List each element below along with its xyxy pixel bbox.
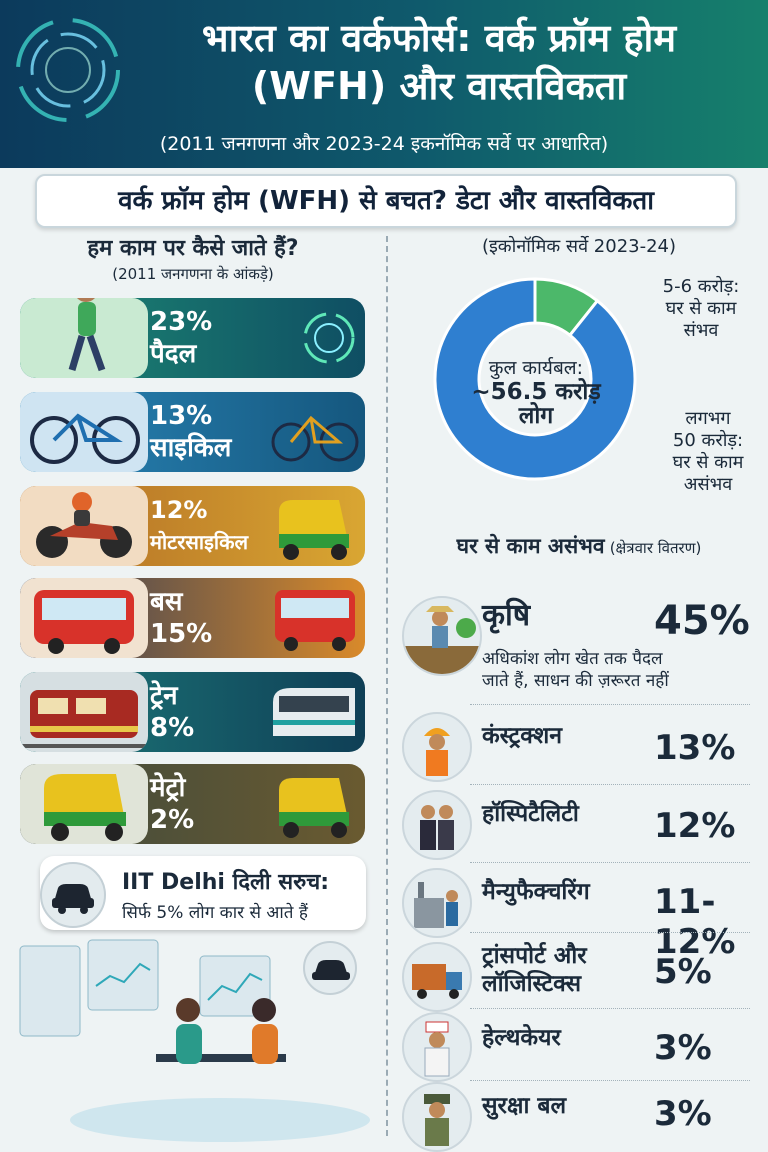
agriculture-name: कृषि [482, 598, 531, 633]
sector-separator [470, 932, 750, 933]
manufacturing-name: मैन्युफैक्चरिंग [482, 879, 590, 905]
sector-separator [470, 704, 750, 705]
car-icon [40, 862, 106, 928]
iit-delhi-note: IIT Delhi दिली सरुच: सिर्फ 5% लोग कार से… [40, 856, 366, 930]
bicycle-icon [271, 415, 359, 462]
wfh-impossible-label: लगभग 50 करोड़: घर से काम असंभव [672, 408, 744, 495]
walk-pct: 23% [150, 307, 213, 337]
commute-card-cycle: 13% साइकिल [20, 392, 365, 472]
truck-icon [402, 942, 472, 1012]
commute-card-walk: 23% पैदल [20, 298, 365, 378]
decor-rings-icon [16, 18, 120, 122]
metro-train-icon [273, 688, 355, 736]
metro-label: मेट्रो [150, 773, 186, 803]
bus-icon [34, 590, 134, 654]
agriculture-note: अधिकांश लोग खेत तक पैदल जाते हैं, साधन क… [482, 649, 669, 691]
iit-delhi-title: IIT Delhi दिली सरुच: [122, 870, 330, 895]
auto-rickshaw-icon [279, 500, 349, 560]
header: भारत का वर्कफोर्स: वर्क फ्रॉम होम (WFH) … [0, 0, 768, 168]
section-banner: वर्क फ्रॉम होम (WFH) से बचत? डेटा और वास… [35, 174, 737, 228]
healthcare-name: हेल्थकेयर [482, 1025, 561, 1051]
page-subtitle: (2011 जनगणना और 2023-24 इकनॉमिक सर्वे पर… [159, 133, 609, 155]
bus-label: बस [150, 587, 183, 617]
office-workers-illustration [19, 939, 370, 1142]
motorcycle-label: मोटरसाइकिल [150, 530, 249, 554]
commute-card-train: ट्रेन 8% [20, 672, 365, 752]
sector-heading: घर से काम असंभव (क्षेत्रवार वितरण) [456, 534, 702, 558]
commute-card-metro: मेट्रो 2% [20, 764, 365, 844]
metro-pct: 2% [150, 805, 195, 835]
bicycle-icon [30, 413, 140, 464]
healthcare-pct: 3% [654, 1028, 712, 1068]
survey-heading: (इकोनॉमिक सर्वे 2023-24) [481, 236, 677, 257]
train-label: ट्रेन [150, 681, 178, 711]
commute-card-bus: बस 15% [20, 578, 365, 658]
agriculture-pct: 45% [654, 598, 750, 644]
bus-icon [275, 590, 355, 651]
nurse-icon [402, 1012, 472, 1082]
motorcycle-pct: 12% [150, 496, 208, 524]
factory-icon [402, 868, 472, 938]
manufacturing-pct: 11-12% [654, 882, 736, 962]
sector-separator [470, 784, 750, 785]
commute-subheading: (2011 जनगणना के आंकड़े) [112, 265, 274, 283]
page-title: भारत का वर्कफोर्स: वर्क फ्रॉम होम (WFH) … [201, 16, 677, 108]
workforce-donut-chart [433, 277, 637, 481]
transport-name: ट्रांसपोर्ट और लॉजिस्टिक्स [482, 943, 587, 997]
construction-pct: 13% [654, 728, 736, 768]
sector-separator [470, 1080, 750, 1081]
construction-worker-icon [402, 712, 472, 782]
transport-pct: 5% [654, 952, 712, 992]
security-forces-pct: 3% [654, 1094, 712, 1134]
train-icon [20, 690, 148, 748]
cycle-pct: 13% [150, 401, 213, 431]
walk-label: पैदल [150, 339, 197, 369]
soldier-icon [402, 1082, 472, 1152]
sector-agriculture: कृषि 45% अधिकांश लोग खेत तक पैदल जाते है… [396, 596, 756, 696]
wfh-possible-label: 5-6 करोड़: घर से काम संभव [662, 276, 740, 341]
train-pct: 8% [150, 713, 195, 743]
security-forces-name: सुरक्षा बल [482, 1093, 567, 1119]
commute-card-motorcycle: 12% मोटरसाइकिल [20, 486, 365, 566]
sector-separator [470, 1008, 750, 1009]
motorcycle-icon [36, 492, 132, 558]
commute-heading: हम काम पर कैसे जाते हैं? [87, 236, 299, 261]
hospitality-name: हॉस्पिटैलिटी [482, 801, 579, 827]
iit-delhi-detail: सिर्फ 5% लोग कार से आते हैं [122, 903, 308, 923]
construction-name: कंस्ट्रक्शन [482, 723, 563, 749]
farmer-icon [402, 596, 482, 676]
walking-person-icon [68, 298, 106, 372]
donut-slice-wfh-impossible [433, 277, 637, 481]
auto-rickshaw-icon [279, 778, 349, 838]
tech-rings-icon [303, 312, 355, 364]
hospitality-pct: 12% [654, 806, 736, 846]
sector-separator [470, 862, 750, 863]
bus-pct: 15% [150, 619, 213, 649]
cycle-label: साइकिल [150, 433, 232, 463]
hospitality-staff-icon [402, 790, 472, 860]
column-divider [386, 236, 388, 1136]
auto-rickshaw-icon [44, 774, 126, 841]
donut-center-label: कुल कार्यबल: ~56.5 करोड़ लोग [471, 357, 601, 429]
